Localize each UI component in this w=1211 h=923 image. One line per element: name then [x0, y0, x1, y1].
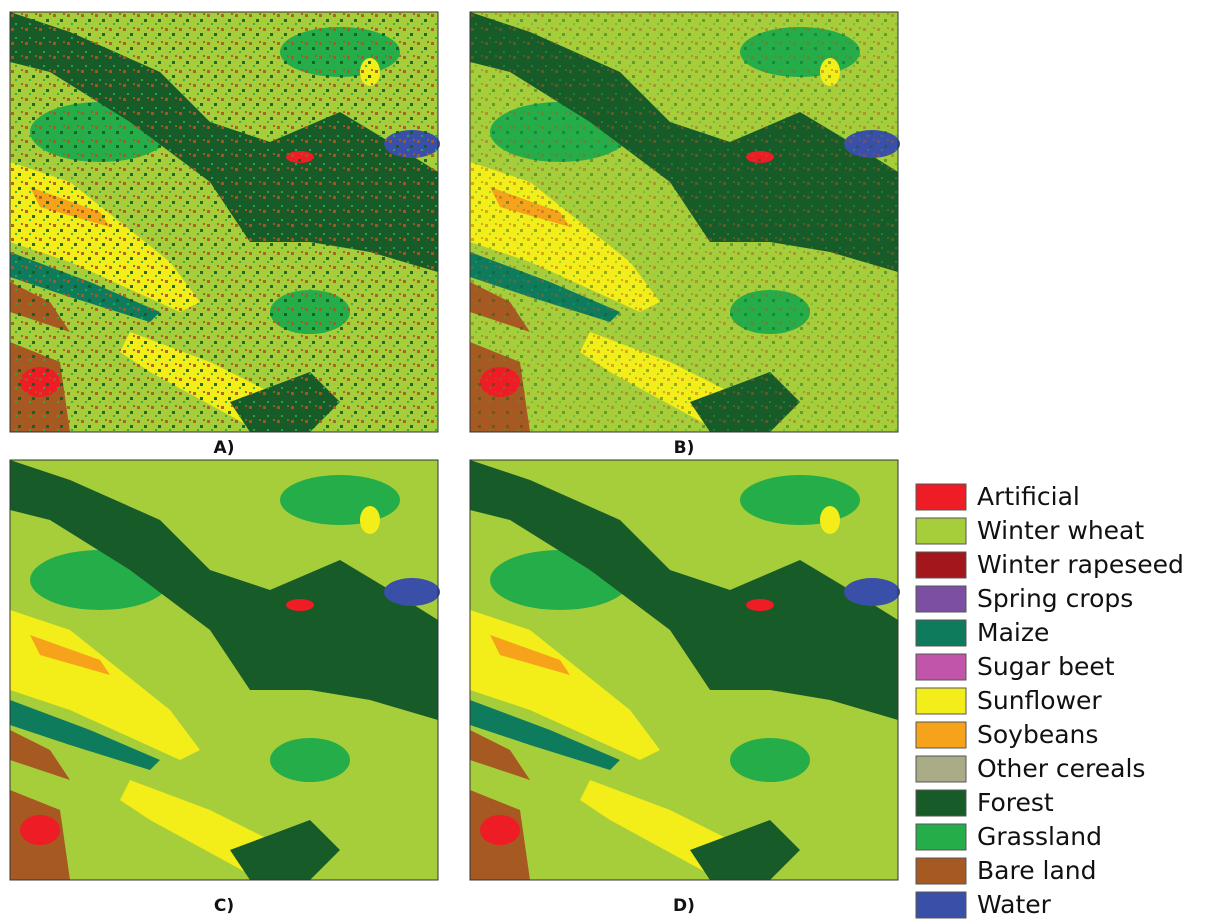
legend-label: Maize [977, 618, 1049, 647]
legend-swatch [915, 517, 967, 545]
legend-label: Spring crops [977, 584, 1133, 613]
legend-swatch [915, 721, 967, 749]
legend-label: Winter rapeseed [977, 550, 1184, 579]
map-panel [469, 11, 900, 433]
legend-swatch [915, 891, 967, 919]
legend-label: Forest [977, 788, 1054, 817]
legend-swatch [915, 789, 967, 817]
legend-swatch [915, 483, 967, 511]
legend-swatch [915, 585, 967, 613]
legend-swatch [915, 551, 967, 579]
legend-label: Soybeans [977, 720, 1098, 749]
legend-swatch [915, 619, 967, 647]
legend-label: Winter wheat [977, 516, 1144, 545]
legend-swatch [915, 755, 967, 783]
legend-label: Other cereals [977, 754, 1145, 783]
legend-label: Water [977, 890, 1052, 919]
legend-label: Sugar beet [977, 652, 1115, 681]
panel-label: A) [214, 438, 235, 458]
legend-swatch [915, 653, 967, 681]
panel-label: D) [673, 896, 695, 916]
map-panel [9, 459, 440, 881]
panel-label: C) [214, 896, 234, 916]
legend-swatch [915, 857, 967, 885]
legend-swatch [915, 687, 967, 715]
legend-label: Bare land [977, 856, 1097, 885]
legend-swatch [915, 823, 967, 851]
panel-label: B) [674, 438, 695, 458]
legend-label: Grassland [977, 822, 1102, 851]
map-panel [469, 459, 900, 881]
legend-label: Artificial [977, 482, 1080, 511]
legend-label: Sunflower [977, 686, 1102, 715]
legend: Artificial Winter wheat Winter rapeseed Spr… [915, 482, 1184, 919]
map-panel [9, 11, 440, 433]
